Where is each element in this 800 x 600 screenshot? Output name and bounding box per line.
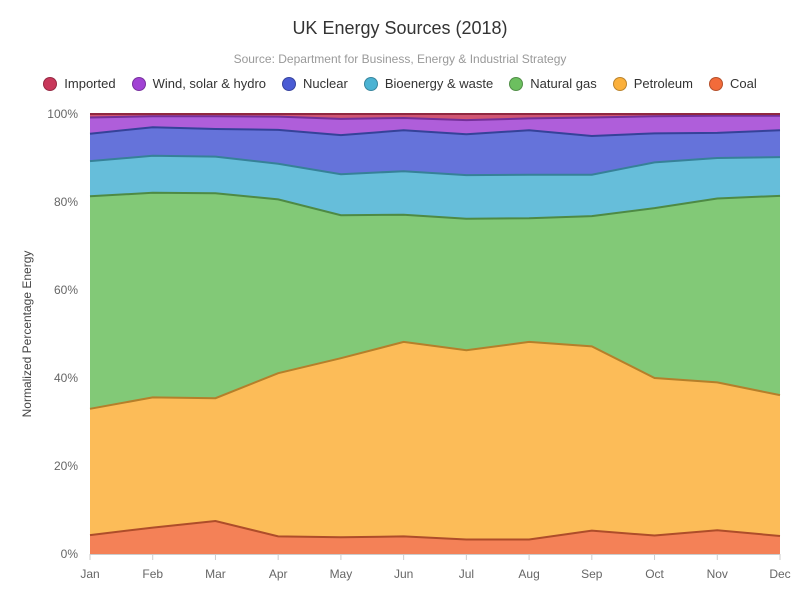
chart-title: UK Energy Sources (2018) bbox=[292, 18, 508, 38]
series-area-bioenergy-waste[interactable] bbox=[90, 155, 780, 219]
series-area-natural-gas[interactable] bbox=[90, 192, 780, 409]
y-tick-label: 80% bbox=[54, 195, 78, 209]
y-axis: 0% 20% 40% 60% 80% 100% Normalized Percentage … bbox=[20, 107, 78, 561]
series-line-petroleum bbox=[89, 340, 781, 410]
legend-swatch bbox=[43, 76, 58, 91]
series-line-bioenergy-waste bbox=[89, 154, 781, 177]
series-area-nuclear[interactable] bbox=[90, 127, 780, 176]
legend-swatch bbox=[708, 76, 723, 91]
x-tick-label: Aug bbox=[518, 567, 539, 581]
area-layer bbox=[89, 113, 781, 554]
legend-item-natural-gas[interactable]: Natural gas bbox=[509, 76, 597, 91]
y-tick-label: 0% bbox=[61, 547, 79, 561]
x-tick-label: Nov bbox=[707, 567, 728, 581]
x-axis: Jan Feb Mar Apr May Jun Jul Aug Sep Oct Nov Dec bbox=[80, 554, 791, 581]
legend-swatch bbox=[282, 76, 297, 91]
legend-swatch bbox=[509, 76, 524, 91]
x-tick-label: Jan bbox=[80, 567, 99, 581]
series-line-nuclear bbox=[89, 126, 781, 138]
y-tick-label: 60% bbox=[54, 283, 78, 297]
x-tick-label: May bbox=[330, 567, 353, 581]
legend-label: Wind, solar & hydro bbox=[152, 76, 267, 91]
legend-swatch bbox=[131, 76, 146, 91]
legend-item-petroleum[interactable]: Petroleum bbox=[612, 76, 693, 91]
legend-label: Imported bbox=[64, 76, 116, 91]
x-tick-label: Apr bbox=[269, 567, 288, 581]
legend-item-wind-solar-hydro[interactable]: Wind, solar & hydro bbox=[131, 76, 267, 91]
x-tick-label: Oct bbox=[645, 567, 664, 581]
y-tick-label: 20% bbox=[54, 459, 78, 473]
legend-label: Bioenergy & waste bbox=[384, 76, 494, 91]
series-area-petroleum[interactable] bbox=[90, 341, 780, 540]
x-tick-label: Sep bbox=[581, 567, 603, 581]
legend-label: Petroleum bbox=[633, 76, 693, 91]
legend-item-imported[interactable]: Imported bbox=[43, 76, 116, 91]
legend-label: Natural gas bbox=[530, 76, 597, 91]
legend-label: Coal bbox=[729, 76, 757, 91]
x-tick-label: Jun bbox=[394, 567, 413, 581]
y-axis-title: Normalized Percentage Energy bbox=[20, 251, 34, 418]
series-area-wind-solar-hydro[interactable] bbox=[90, 115, 780, 136]
x-tick-label: Feb bbox=[142, 567, 163, 581]
legend-label: Nuclear bbox=[303, 76, 348, 91]
legend-swatch bbox=[363, 76, 378, 91]
y-tick-label: 40% bbox=[54, 371, 78, 385]
legend-swatch bbox=[612, 76, 627, 91]
legend-item-coal[interactable]: Coal bbox=[708, 76, 757, 91]
x-tick-label: Mar bbox=[205, 567, 226, 581]
series-line-natural-gas bbox=[89, 191, 781, 220]
chart-legend: Imported Wind, solar & hydro Nuclear Bioene… bbox=[0, 76, 800, 91]
series-line-coal bbox=[89, 519, 781, 541]
legend-item-nuclear[interactable]: Nuclear bbox=[282, 76, 348, 91]
y-tick-label: 100% bbox=[47, 107, 78, 121]
series-line-wind-solar-hydro bbox=[89, 114, 780, 122]
x-tick-label: Jul bbox=[459, 567, 474, 581]
legend-item-bioenergy-waste[interactable]: Bioenergy & waste bbox=[363, 76, 494, 91]
x-tick-label: Dec bbox=[769, 567, 790, 581]
chart-subtitle: Source: Department for Business, Energy … bbox=[233, 52, 567, 66]
series-area-coal[interactable] bbox=[90, 521, 780, 554]
